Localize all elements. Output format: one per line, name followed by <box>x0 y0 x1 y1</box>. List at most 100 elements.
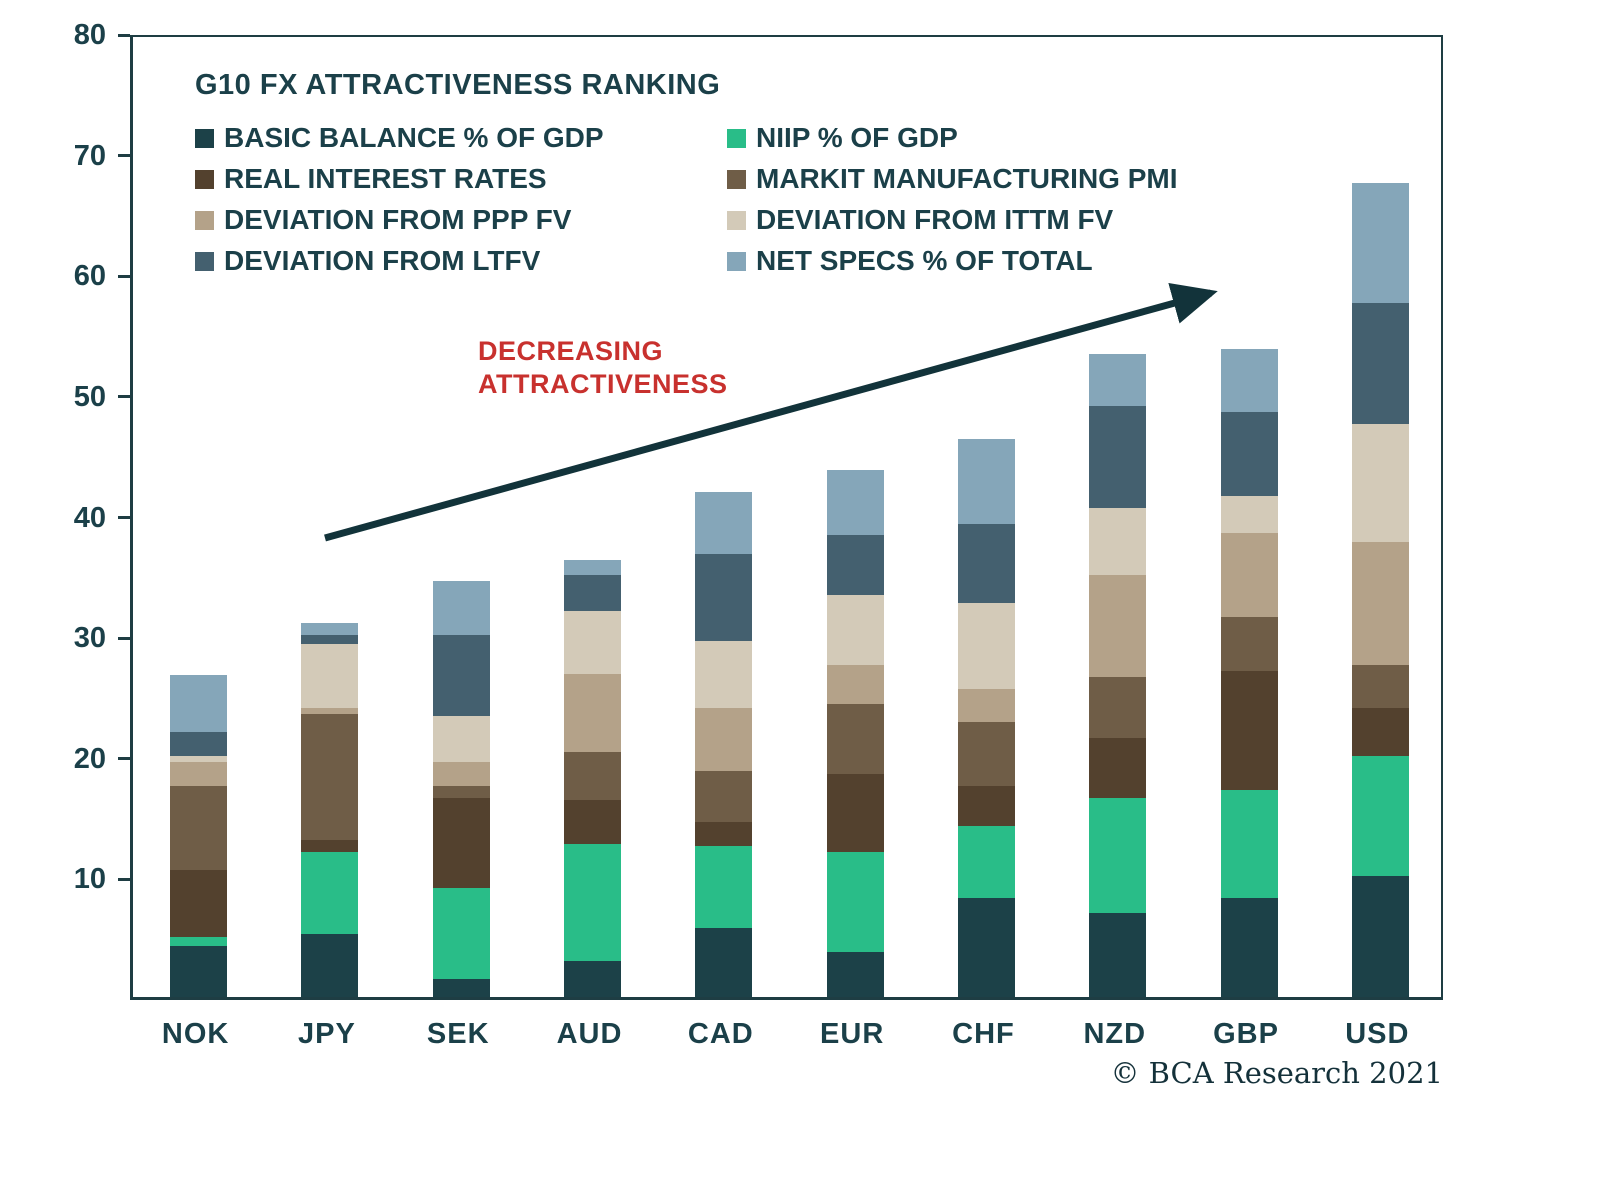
bar-segment <box>170 755 228 762</box>
bar-segment <box>695 846 753 929</box>
bar-segment <box>1351 707 1409 756</box>
bar-sek <box>432 580 490 997</box>
x-label-chf: CHF <box>952 1018 1015 1050</box>
bar-segment <box>1089 737 1147 798</box>
x-label-nzd: NZD <box>1083 1018 1147 1050</box>
y-tick-mark <box>118 274 130 278</box>
y-tick-label-10: 10 <box>73 863 106 896</box>
y-tick-mark <box>118 395 130 399</box>
legend-swatch <box>727 169 746 189</box>
bar-aud <box>564 560 622 997</box>
bar-segment <box>826 852 884 953</box>
legend-swatch <box>195 210 214 230</box>
legend-swatch <box>195 128 214 148</box>
legend-label: BASIC BALANCE % OF GDP <box>224 122 604 153</box>
bar-segment <box>1351 755 1409 877</box>
legend-grid: BASIC BALANCE % OF GDP NIIP % OF GDP REAL … <box>195 122 1178 277</box>
legend-swatch <box>195 251 214 271</box>
bar-segment <box>957 524 1015 603</box>
bar-segment <box>957 689 1015 722</box>
bar-segment <box>432 715 490 762</box>
x-label-cad: CAD <box>687 1018 754 1050</box>
bar-segment <box>1351 182 1409 304</box>
y-tick-mark <box>118 516 130 519</box>
legend-item: DEVIATION FROM LTFV <box>195 245 727 277</box>
bar-segment <box>564 611 622 674</box>
bar-segment <box>564 752 622 801</box>
bar-segment <box>170 785 228 871</box>
footer-credit: © BCA Research 2021 <box>1110 1056 1443 1090</box>
y-tick-label-30: 30 <box>73 622 106 655</box>
bar-segment <box>957 898 1015 997</box>
y-tick-label-80: 80 <box>73 19 106 51</box>
bar-segment <box>957 602 1015 690</box>
bar-segment <box>301 852 359 935</box>
bar-segment <box>564 843 622 961</box>
bar-segment <box>564 800 622 844</box>
bar-segment <box>957 825 1015 899</box>
bar-segment <box>564 960 622 997</box>
decreasing-attractiveness-label: DECREASING ATTRACTIVENESS <box>478 335 728 401</box>
bar-segment <box>1220 617 1278 672</box>
legend-item: MARKIT MANUFACTURING PMI <box>727 163 1178 195</box>
y-tick-label-20: 20 <box>73 742 106 775</box>
bar-segment <box>957 722 1015 786</box>
y-tick-mark <box>118 877 130 881</box>
bar-segment <box>1089 912 1147 997</box>
bar-segment <box>1220 532 1278 618</box>
bar-segment <box>432 785 490 798</box>
bar-segment <box>695 554 753 642</box>
bar-segment <box>301 635 359 644</box>
bar-segment <box>432 761 490 786</box>
legend-item: NIIP % OF GDP <box>727 122 1178 154</box>
bar-segment <box>1089 677 1147 738</box>
x-label-sek: SEK <box>426 1018 490 1050</box>
y-tick-label-40: 40 <box>73 501 106 534</box>
y-tick-mark <box>118 33 130 37</box>
bar-segment <box>957 438 1015 525</box>
bar-segment <box>1351 665 1409 708</box>
x-label-eur: EUR <box>820 1018 885 1050</box>
x-label-nok: NOK <box>161 1018 230 1050</box>
legend-swatch <box>195 169 214 189</box>
bar-segment <box>432 888 490 979</box>
bar-jpy <box>301 623 359 997</box>
bar-segment <box>826 703 884 774</box>
bar-segment <box>826 469 884 536</box>
bar-segment <box>1089 797 1147 913</box>
y-tick-mark <box>118 636 130 640</box>
bar-segment <box>432 797 490 889</box>
bar-segment <box>1220 898 1278 997</box>
bar-segment <box>695 771 753 823</box>
bar-segment <box>301 713 359 841</box>
x-label-usd: USD <box>1345 1018 1410 1050</box>
bar-chf <box>957 438 1015 997</box>
x-label-aud: AUD <box>556 1018 623 1050</box>
bar-segment <box>695 491 753 555</box>
legend-item: REAL INTEREST RATES <box>195 163 727 195</box>
y-tick-label-50: 50 <box>73 380 106 413</box>
bar-segment <box>170 870 228 937</box>
annotation-line-2: ATTRACTIVENESS <box>478 368 728 399</box>
bar-segment <box>301 623 359 636</box>
bar-segment <box>826 665 884 704</box>
bar-segment <box>695 641 753 708</box>
bar-segment <box>1220 789 1278 899</box>
bar-nok <box>170 674 228 997</box>
chart-title: G10 FX ATTRACTIVENESS RANKING <box>195 69 721 101</box>
plot-area: G10 FX ATTRACTIVENESS RANKING BASIC BALA… <box>130 35 1443 1000</box>
bar-segment <box>1351 303 1409 425</box>
bar-usd <box>1351 182 1409 997</box>
bar-segment <box>170 731 228 756</box>
bar-segment <box>1351 876 1409 997</box>
bar-segment <box>695 707 753 772</box>
bar-segment <box>1089 574 1147 678</box>
bar-segment <box>1089 354 1147 406</box>
bar-segment <box>301 934 359 997</box>
bar-segment <box>695 928 753 997</box>
y-tick-label-70: 70 <box>73 139 106 172</box>
bar-segment <box>432 978 490 997</box>
legend-label: DEVIATION FROM PPP FV <box>224 204 572 235</box>
bar-segment <box>826 773 884 853</box>
